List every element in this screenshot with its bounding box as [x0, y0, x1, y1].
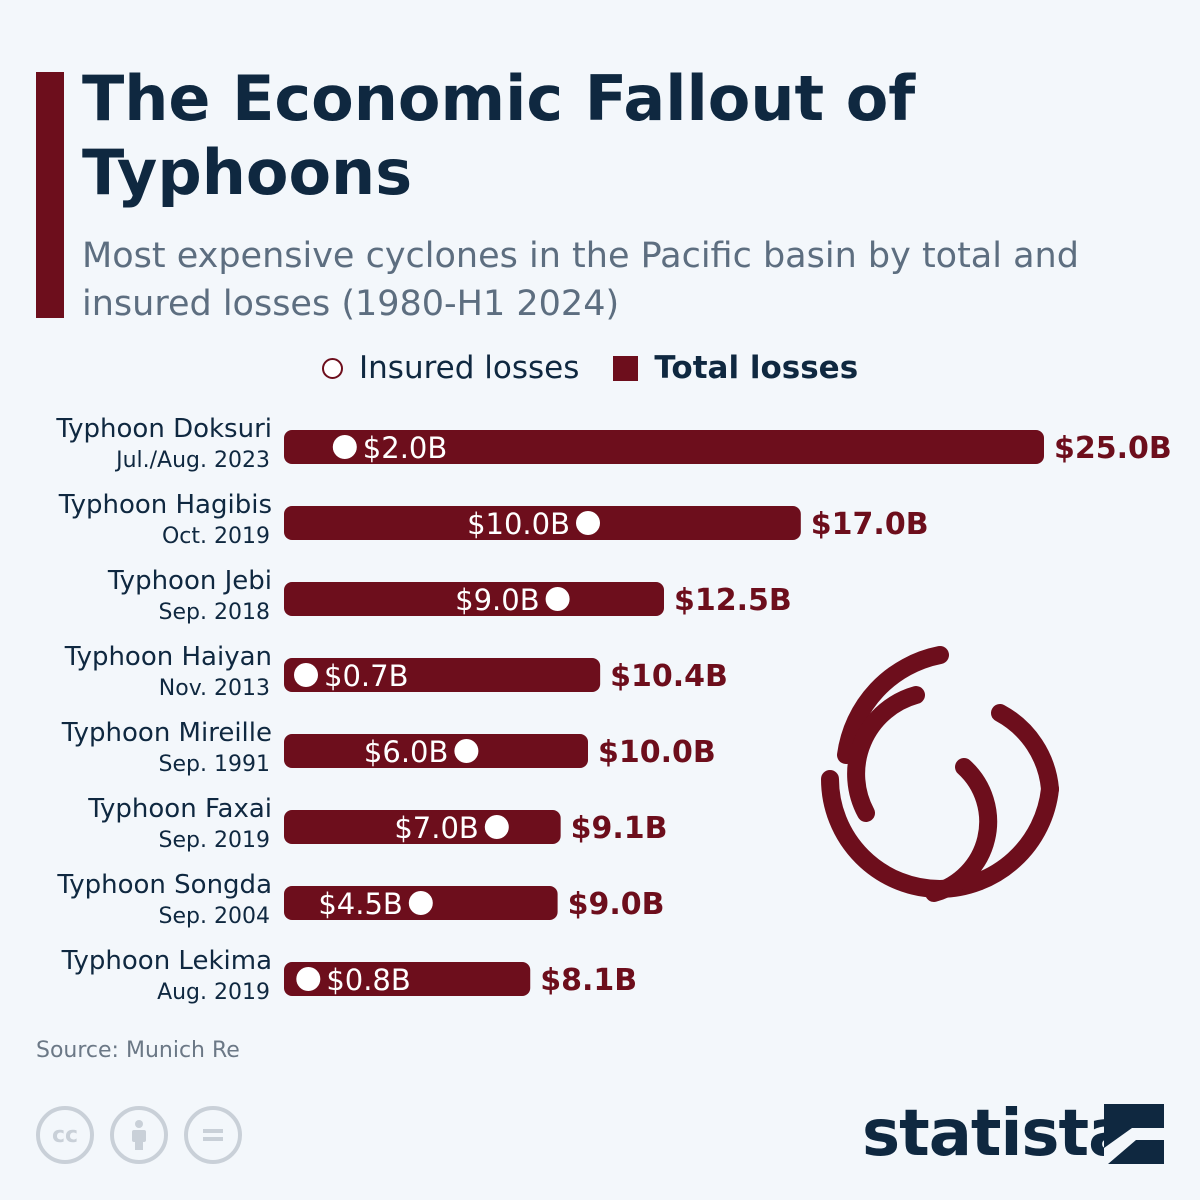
total-loss-label: $8.1B	[540, 963, 637, 998]
chart-subtitle: Most expensive cyclones in the Pacific b…	[82, 236, 1079, 324]
category-date: Aug. 2019	[157, 980, 270, 1005]
total-loss-label: $9.0B	[568, 887, 665, 922]
insured-loss-label: $10.0B	[467, 507, 570, 541]
category-date: Nov. 2013	[159, 676, 270, 701]
cc-icon: cc	[36, 1106, 94, 1164]
category-date: Sep. 2018	[159, 600, 270, 625]
total-loss-bar	[284, 430, 1044, 464]
total-loss-bar	[284, 734, 588, 768]
attribution-icon	[110, 1106, 168, 1164]
insured-loss-label: $4.5B	[318, 887, 402, 921]
category-label: Typhoon Faxai	[87, 794, 272, 824]
statista-logo: statista	[862, 1097, 1131, 1171]
category-label: Typhoon Doksuri	[55, 414, 272, 444]
typhoon-icon	[821, 646, 1059, 902]
license-icons: cc	[36, 1106, 258, 1164]
category-label: Typhoon Mireille	[61, 718, 272, 748]
insured-loss-marker	[294, 663, 318, 687]
insured-loss-marker	[484, 815, 509, 839]
source-note: Source: Munich Re	[36, 1038, 240, 1063]
category-label: Typhoon Jebi	[107, 566, 272, 596]
insured-loss-label: $7.0B	[394, 811, 478, 845]
insured-legend-marker	[322, 357, 343, 379]
category-label: Typhoon Songda	[56, 870, 272, 900]
no-derivatives-icon	[184, 1106, 242, 1164]
total-legend-marker	[613, 355, 639, 381]
statista-logo-icon	[1104, 1104, 1164, 1164]
total-loss-label: $10.4B	[610, 659, 728, 694]
insured-loss-marker	[576, 511, 600, 535]
total-loss-label: $17.0B	[811, 507, 929, 542]
total-loss-label: $9.1B	[571, 811, 668, 846]
category-date: Oct. 2019	[162, 524, 270, 549]
category-date: Jul./Aug. 2023	[114, 448, 270, 473]
insured-loss-label: $6.0B	[364, 735, 448, 769]
bar-chart: Typhoon Doksuri Jul./Aug. 2023 $25.0B $2.0B…	[55, 414, 1172, 1005]
category-label: Typhoon Hagibis	[58, 490, 272, 520]
total-loss-label: $10.0B	[598, 735, 716, 770]
category-date: Sep. 2004	[159, 904, 270, 929]
insured-legend-label: Insured losses	[359, 350, 580, 386]
category-date: Sep. 1991	[159, 752, 270, 777]
total-loss-bar	[284, 506, 801, 540]
total-loss-bar	[284, 658, 601, 692]
total-legend-label: Total losses	[654, 350, 859, 386]
insured-loss-label: $0.7B	[324, 659, 408, 693]
category-date: Sep. 2019	[159, 828, 270, 853]
total-loss-bar	[284, 962, 531, 996]
insured-loss-marker	[408, 891, 433, 915]
insured-loss-marker	[296, 967, 321, 991]
insured-loss-label: $0.8B	[326, 963, 410, 997]
category-label: Typhoon Lekima	[61, 946, 272, 976]
insured-loss-marker	[454, 739, 479, 763]
total-loss-label: $12.5B	[674, 583, 792, 618]
category-label: Typhoon Haiyan	[64, 642, 272, 672]
insured-loss-marker	[332, 435, 357, 459]
insured-loss-marker	[545, 587, 570, 611]
insured-loss-label: $2.0B	[363, 431, 447, 465]
chart-title: The Economic Fallout of Typhoons	[82, 62, 916, 209]
total-loss-bar	[284, 582, 664, 616]
total-loss-label: $25.0B	[1054, 431, 1172, 466]
insured-loss-label: $9.0B	[455, 583, 539, 617]
accent-bar	[36, 72, 64, 318]
legend: Insured losses Total losses	[322, 346, 858, 390]
